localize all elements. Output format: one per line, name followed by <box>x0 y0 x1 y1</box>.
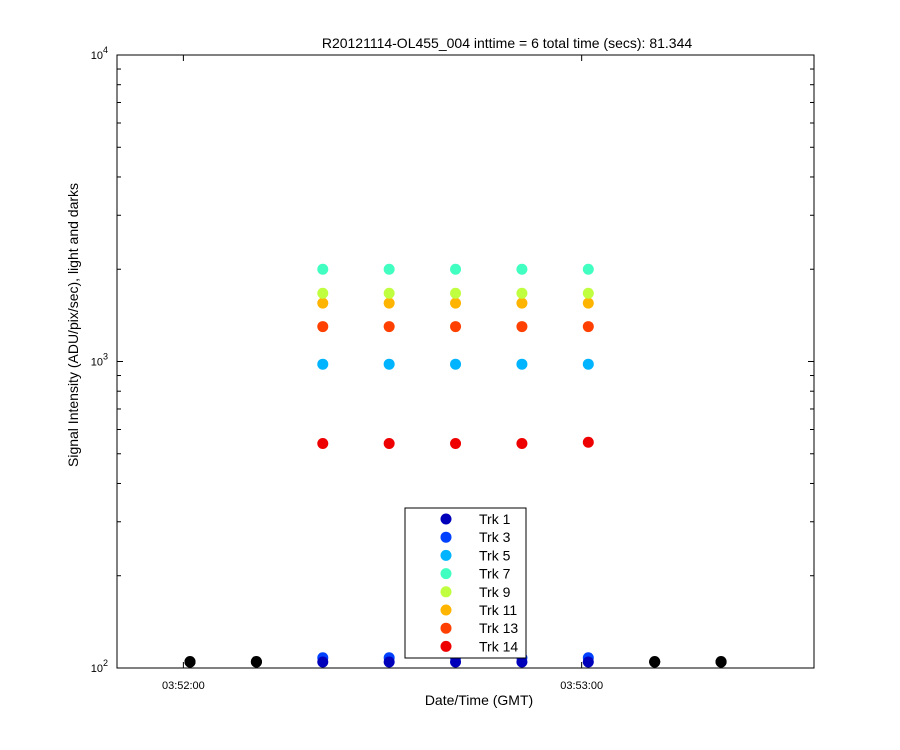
legend-label: Trk 5 <box>479 547 511 563</box>
data-point <box>383 263 395 275</box>
data-point <box>582 297 594 309</box>
data-point <box>317 287 329 299</box>
data-point <box>383 656 395 668</box>
series-points <box>184 656 727 668</box>
data-point <box>184 656 196 668</box>
x-axis-label: Date/Time (GMT) <box>425 692 533 708</box>
data-point <box>715 656 727 668</box>
data-point <box>516 438 528 450</box>
data-point <box>383 321 395 333</box>
legend-marker <box>440 586 452 598</box>
y-axis-label: Signal Intensity (ADU/pix/sec), light an… <box>65 183 81 467</box>
legend-marker <box>440 622 452 634</box>
data-point <box>582 656 594 668</box>
data-point <box>317 263 329 275</box>
y-tick-label-base: 10 <box>91 50 103 62</box>
data-point <box>383 438 395 450</box>
data-point <box>516 358 528 370</box>
y-tick-label: 103 <box>91 352 108 369</box>
legend-marker <box>440 549 452 561</box>
axis-ticks <box>117 55 814 669</box>
legend-label: Trk 11 <box>479 602 517 618</box>
y-tick-label: 102 <box>91 658 108 675</box>
data-point <box>317 297 329 309</box>
y-tick-label-base: 10 <box>91 663 103 675</box>
data-point <box>450 297 462 309</box>
data-point <box>383 297 395 309</box>
data-point <box>317 358 329 370</box>
data-point <box>317 656 329 668</box>
data-points <box>184 263 727 668</box>
series-points <box>317 297 594 309</box>
data-point <box>250 656 262 668</box>
legend-label: Trk 9 <box>479 584 511 600</box>
series-points <box>317 358 594 370</box>
series-points <box>317 287 594 299</box>
data-point <box>317 438 329 450</box>
legend-marker <box>440 640 452 652</box>
series-points <box>317 263 594 275</box>
legend-marker <box>440 604 452 616</box>
data-point <box>516 287 528 299</box>
data-point <box>582 436 594 448</box>
data-point <box>383 287 395 299</box>
legend: Trk 1 Trk 3 Trk 5 Trk 7 Trk 9 Trk 11 Trk 13 Trk… <box>404 507 527 659</box>
x-tick-label: 03:52:00 <box>162 680 205 692</box>
y-tick-label-exponent: 3 <box>103 352 108 362</box>
data-point <box>450 263 462 275</box>
series-points <box>317 321 594 333</box>
data-point <box>317 321 329 333</box>
data-point <box>649 656 661 668</box>
data-point <box>450 358 462 370</box>
data-point <box>582 358 594 370</box>
x-tick-label: 03:53:00 <box>560 680 603 692</box>
data-point <box>383 358 395 370</box>
data-point <box>516 656 528 668</box>
legend-label: Trk 13 <box>479 620 518 636</box>
data-point <box>516 321 528 333</box>
legend-label: Trk 3 <box>479 529 511 545</box>
y-tick-label-exponent: 4 <box>103 45 108 55</box>
data-point <box>450 656 462 668</box>
data-point <box>582 321 594 333</box>
data-point <box>516 263 528 275</box>
y-tick-label: 104 <box>91 45 108 62</box>
data-point <box>450 287 462 299</box>
data-point <box>582 287 594 299</box>
legend-label: Trk 1 <box>479 511 511 527</box>
legend-box <box>404 507 527 659</box>
legend-marker <box>440 568 452 580</box>
data-point <box>450 438 462 450</box>
series-points <box>317 656 594 668</box>
data-point <box>450 321 462 333</box>
y-tick-label-exponent: 2 <box>103 658 108 668</box>
legend-label: Trk 14 <box>479 638 518 654</box>
y-tick-label-base: 10 <box>91 357 103 369</box>
series-points <box>317 436 594 450</box>
legend-marker <box>440 531 452 543</box>
legend-marker <box>440 513 452 525</box>
chart-title: R20121114-OL455_004 inttime = 6 total ti… <box>322 35 693 51</box>
legend-label: Trk 7 <box>479 566 511 582</box>
data-point <box>516 297 528 309</box>
data-point <box>582 263 594 275</box>
